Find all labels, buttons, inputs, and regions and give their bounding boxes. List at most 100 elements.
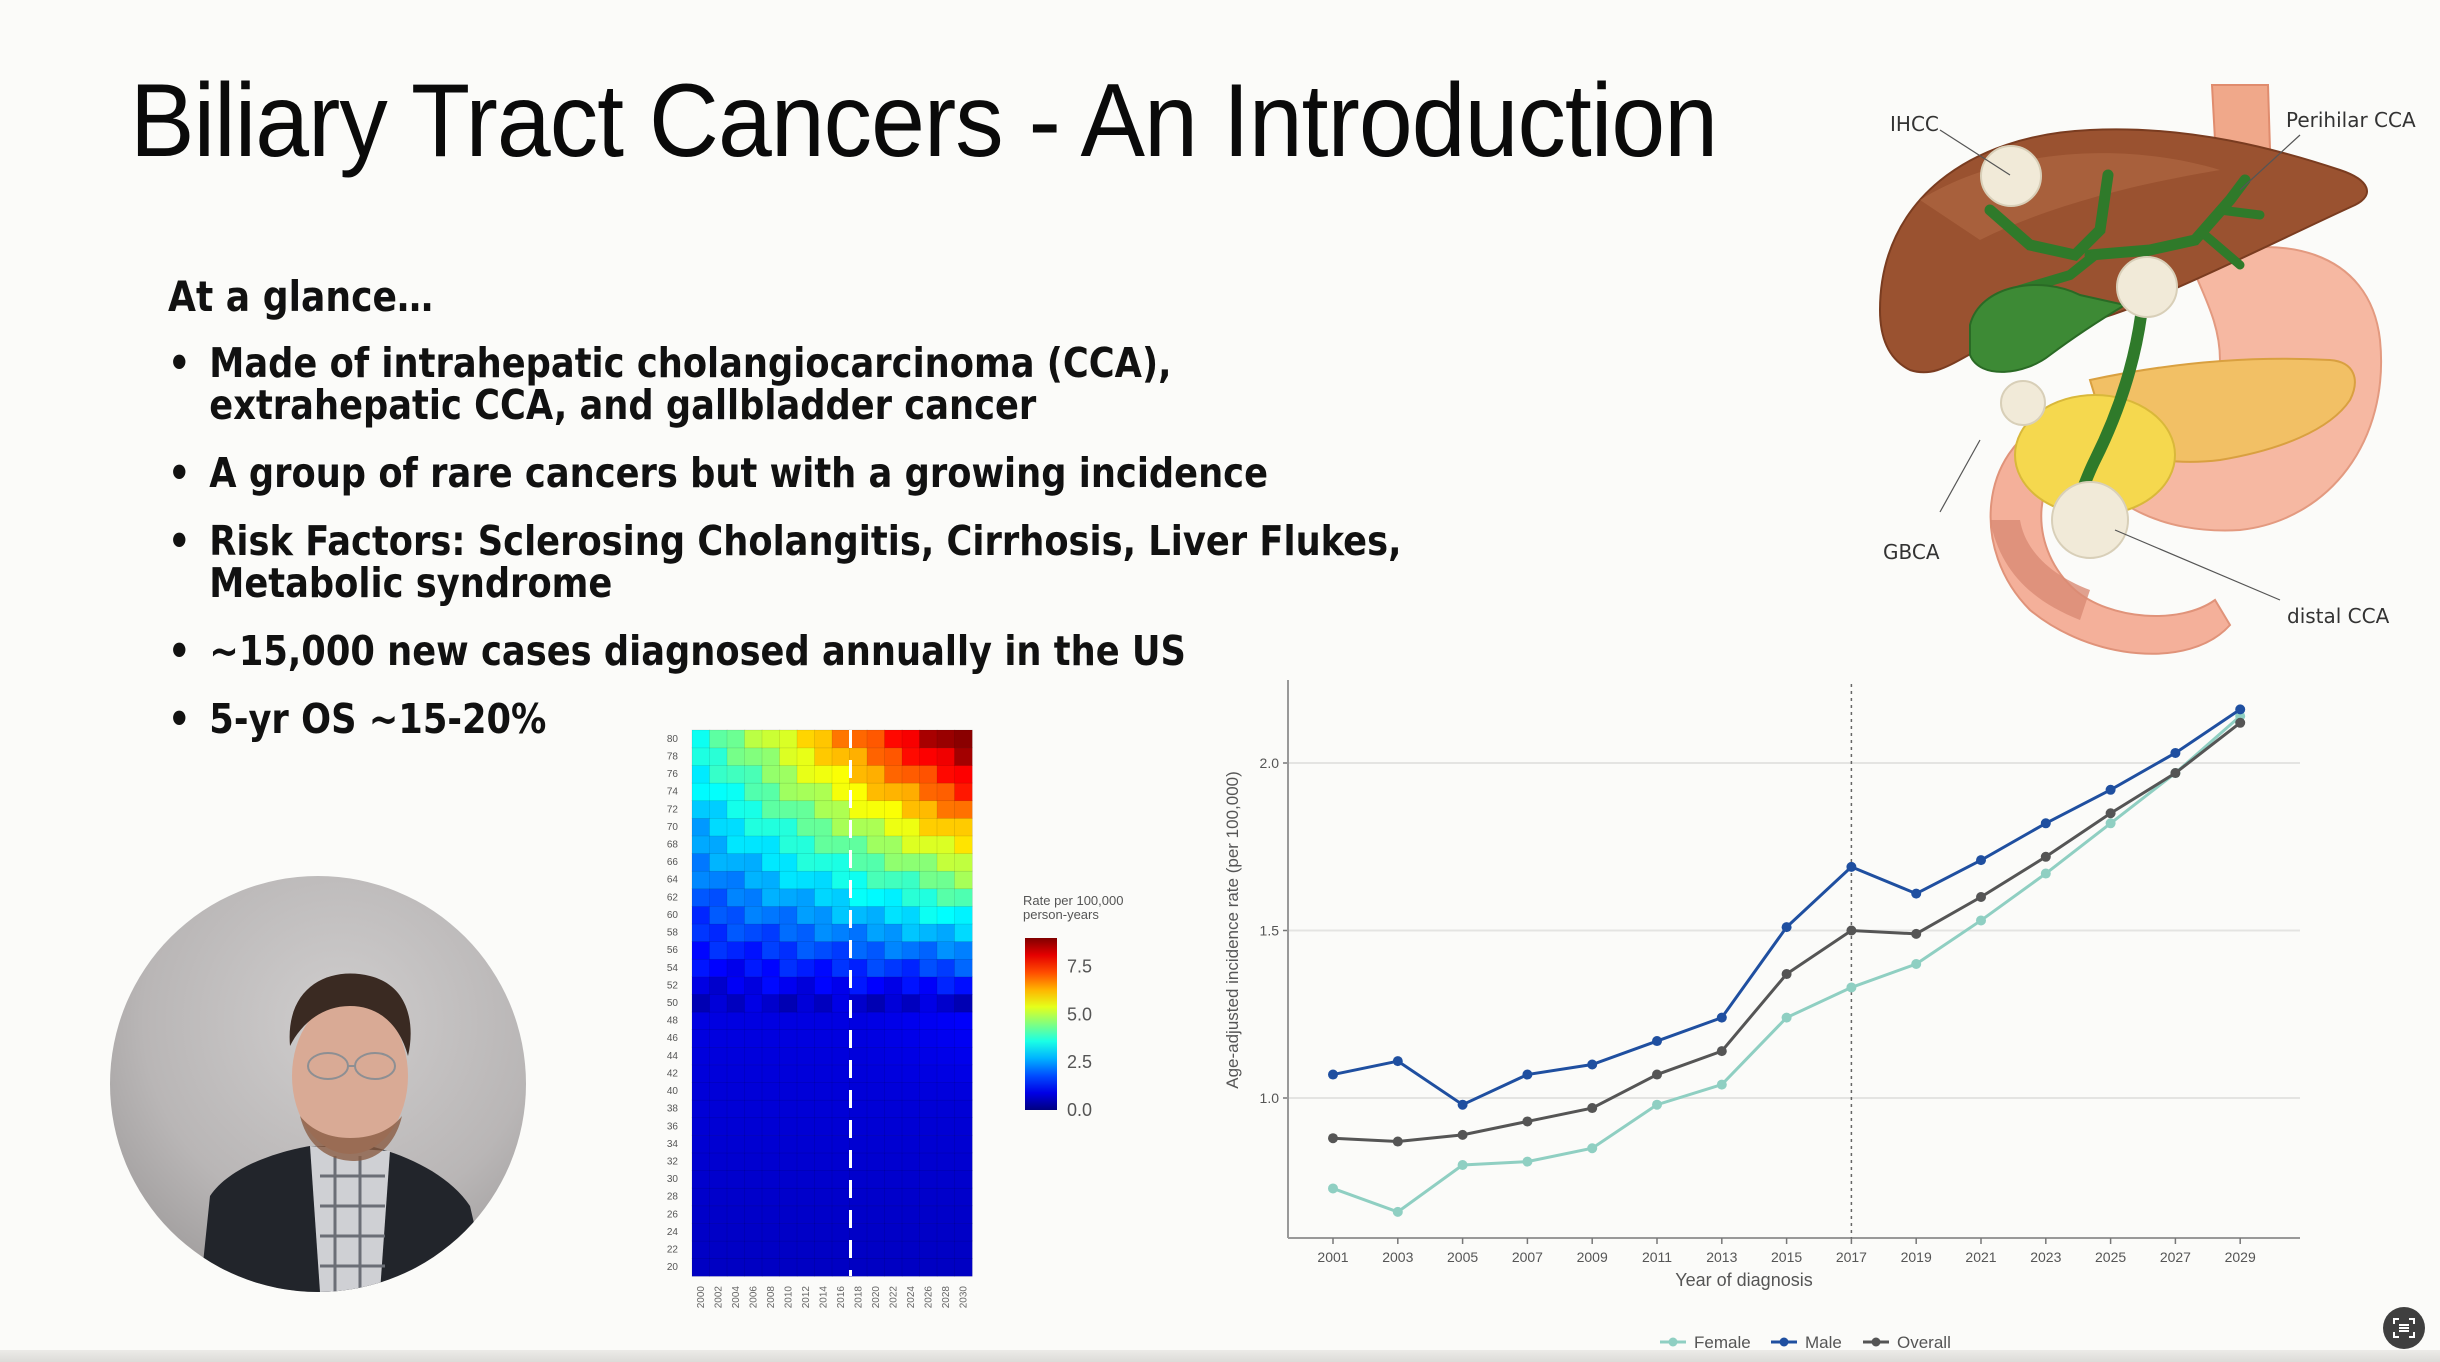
heatmap-cell [796,747,816,766]
heatmap-cell [936,835,956,854]
heatmap-cell [761,1064,781,1083]
data-point [1781,922,1792,933]
heatmap-x-tick: 2020 [871,1286,882,1309]
data-point [2170,768,2181,779]
colorbar-tick: 7.5 [1067,957,1092,977]
data-point [1781,1012,1792,1023]
heatmap-cell [831,870,851,890]
heatmap-cell [849,729,868,749]
x-tick-label: 2001 [1317,1249,1348,1265]
heatmap-cell [954,729,973,749]
heatmap-cell [814,1099,833,1119]
y-tick-label: 1.5 [1260,923,1280,939]
heatmap-cell [761,1081,781,1101]
x-tick-label: 2029 [2225,1249,2256,1265]
heatmap-cell [744,1134,763,1154]
heatmap-cell [691,782,711,802]
heatmap-cell [779,1240,798,1259]
heatmap-cell [884,888,903,907]
heatmap-x-tick: 2024 [906,1286,917,1309]
heatmap-cell [901,1099,921,1119]
heatmap-cell [796,1046,816,1066]
heatmap-cell [884,1240,903,1259]
heatmap-cell [761,923,781,942]
heatmap-y-tick: 32 [667,1157,679,1168]
heatmap-cell [761,1011,781,1031]
heatmap-cell [884,1258,903,1277]
heatmap-cell [779,1134,798,1154]
scan-text-button[interactable] [2383,1307,2425,1349]
bullet-item: A group of rare cancers but with a growi… [168,452,1458,494]
heatmap-cell [779,1170,798,1189]
heatmap-cell [954,888,973,907]
heatmap-y-tick: 38 [667,1104,679,1115]
heatmap-cell [814,1152,833,1171]
heatmap-cell [709,1222,728,1242]
heatmap-cell [884,870,903,890]
heatmap-cell [709,1134,728,1154]
heatmap-cell [726,1011,746,1031]
heatmap-cell [709,764,728,784]
heatmap-cell [709,817,728,837]
data-point [1587,1059,1598,1070]
heatmap-cell [691,1187,711,1207]
heatmap-y-tick: 70 [667,822,679,833]
heatmap-cell [954,1081,973,1101]
heatmap-cell [744,941,763,960]
heatmap-cell [936,1099,956,1119]
heatmap-cell [779,870,798,890]
heatmap-x-tick: 2008 [766,1286,777,1309]
heatmap-cell [691,1081,711,1101]
heatmap-cell [744,1081,763,1101]
heatmap-cell [779,1029,798,1048]
heatmap-cell [779,1187,798,1207]
data-point [1587,1103,1598,1114]
heatmap-cell [901,852,921,872]
data-point [1716,1046,1727,1057]
heatmap-cell [744,905,763,925]
heatmap-cell [901,1029,921,1048]
heatmap-cell [796,1170,816,1189]
heatmap-y-tick: 74 [667,787,679,798]
heatmap-cell [919,1152,938,1171]
heatmap-cell [691,1240,711,1259]
heatmap-cell [779,1117,798,1136]
heatmap-cell [726,1046,746,1066]
heatmap-cell [761,976,781,995]
heatmap-cell [884,1081,903,1101]
heatmap-cell [744,1258,763,1277]
heatmap-cell [954,1152,973,1171]
heatmap-cell [919,1222,938,1242]
heatmap-cell [691,764,711,784]
heatmap-cell [831,747,851,766]
heatmap-cell [884,747,903,766]
heatmap-cell [726,1240,746,1259]
heatmap-cell [691,1029,711,1048]
heatmap-cell [866,1258,886,1277]
heatmap-cell [779,923,798,942]
heatmap-cell [779,835,798,854]
heatmap-cell [744,1205,763,1224]
incidence-line-chart: 1.0 1.5 2.0 2001 2003 2005 2007 2009 2011 2013 201… [1200,680,2340,1362]
heatmap-cell [901,958,921,978]
bottom-bar [0,1350,2440,1362]
heatmap-cell [779,1081,798,1101]
heatmap-cell [691,817,711,837]
heatmap-cell [831,1029,851,1048]
heatmap-cell [849,1240,868,1259]
heatmap-cell [709,1258,728,1277]
heatmap-cell [831,993,851,1013]
x-tick-label: 2003 [1382,1249,1413,1265]
heatmap-cell [779,905,798,925]
heatmap-cell [831,1046,851,1066]
heatmap-cell [831,1258,851,1277]
heatmap-y-tick: 52 [667,980,679,991]
heatmap-y-tick: 30 [667,1174,679,1185]
heatmap-cell [884,782,903,802]
heatmap-cell [779,817,798,837]
heatmap-cell [849,1029,868,1048]
heatmap-cell [866,835,886,854]
heatmap-cell [866,905,886,925]
heatmap-y-tick: 58 [667,928,679,939]
heatmap-cell [919,1029,938,1048]
